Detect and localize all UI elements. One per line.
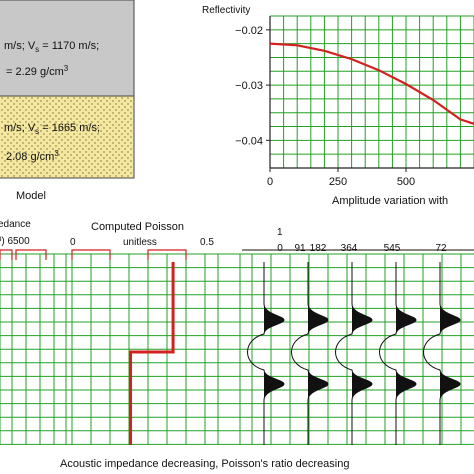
reflectivity-ytick-label: −0.03: [235, 80, 263, 92]
seismic-top-label: 1: [277, 227, 283, 238]
seismic-peak-lower: [440, 370, 460, 400]
seismic-trace-label: 364: [341, 243, 358, 254]
reflectivity-grid: [269, 15, 474, 169]
impedance-unit-row: ³) 6500: [0, 236, 30, 247]
poisson-bracket: [147, 249, 187, 260]
seismic-peak-lower: [352, 370, 372, 400]
seismic-peak-upper: [396, 304, 416, 334]
reflectivity-ytick-label: −0.04: [235, 135, 263, 147]
model-label: Model: [16, 190, 46, 202]
seismic-peak-lower: [396, 370, 416, 400]
poisson-scale-min: 0: [70, 237, 76, 248]
seismic-peak-lower: [264, 370, 284, 400]
seismic-trace-label: 91: [294, 243, 306, 254]
reflectivity-xtick-labels: 0 250 500: [267, 168, 415, 188]
track-grid: [0, 253, 474, 445]
reflectivity-chart: Reflectivity −0.02 −0.03 −0.04 0 250 500 Amp…: [202, 5, 474, 207]
upper-layer-line2: = 2.29 g/cm3: [6, 64, 69, 78]
seismic-peak-upper: [308, 304, 328, 334]
seismic-trace-label: 545: [384, 243, 401, 254]
poisson-unit: unitless: [123, 237, 157, 248]
lower-layer-line1: m/s; Vs = 1665 m/s;: [4, 122, 100, 136]
seismic-peak-upper: [264, 304, 284, 334]
poisson-scale-max: 0.5: [200, 237, 214, 248]
reflectivity-xtick-label: 0: [267, 176, 273, 188]
lower-layer-block: [0, 95, 135, 179]
seismic-trace-label: 72: [435, 243, 447, 254]
track-scale-brackets: [0, 249, 474, 260]
track-headers: edance ³) 6500 Computed Poisson 0 unitle…: [0, 219, 447, 254]
reflectivity-xtick-label: 500: [397, 176, 415, 188]
reflectivity-xlabel: Amplitude variation with: [332, 195, 448, 207]
lower-layer-line2: 2.08 g/cm3: [6, 149, 59, 163]
reflectivity-curve: [269, 42, 474, 125]
log-tracks: [0, 249, 474, 445]
reflectivity-ytick-labels: −0.02 −0.03 −0.04: [235, 25, 270, 147]
seismic-peak-upper: [440, 304, 460, 334]
seismic-peak-upper: [352, 304, 372, 334]
seismic-trace-labels: 0 91 182 364 545 72: [277, 243, 447, 254]
seismic-trace-label: 0: [277, 243, 283, 254]
impedance-bracket: [0, 249, 13, 260]
reflectivity-ylabel: Reflectivity: [202, 5, 250, 16]
upper-layer-line1: m/s; Vs = 1170 m/s;: [4, 40, 99, 54]
reflectivity-xtick-label: 250: [329, 176, 347, 188]
poisson-bracket: [71, 249, 111, 260]
seismic-trace-label: 182: [310, 243, 327, 254]
poisson-log-curve: [129, 262, 175, 445]
figure-caption: Acoustic impedance decreasing, Poisson's…: [60, 458, 349, 470]
model-panel: m/s; Vs = 1170 m/s; = 2.29 g/cm3 m/s; Vs…: [0, 0, 135, 202]
impedance-bracket: [15, 249, 47, 260]
poisson-title: Computed Poisson: [91, 221, 184, 233]
reflectivity-axes: [269, 16, 474, 169]
upper-layer-block: [0, 0, 135, 97]
impedance-title: edance: [0, 219, 31, 230]
reflectivity-ytick-label: −0.02: [235, 25, 263, 37]
seismic-peak-lower: [308, 370, 328, 400]
seismic-wiggle-traces: [247, 262, 461, 445]
